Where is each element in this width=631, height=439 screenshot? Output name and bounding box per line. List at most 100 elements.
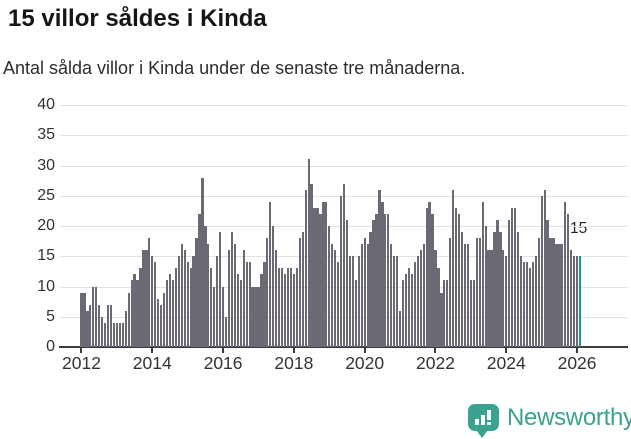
bar: [413, 262, 416, 347]
bar: [121, 322, 124, 347]
bar: [328, 226, 331, 347]
y-axis-tick-label: 35: [37, 126, 55, 144]
page-subtitle: Antal sålda villor i Kinda under de sena…: [3, 58, 466, 78]
bar: [481, 201, 484, 347]
bar: [154, 262, 157, 347]
bar: [499, 232, 502, 347]
x-axis-tick-label: 2022: [416, 353, 455, 373]
bar: [496, 219, 499, 347]
gridline: [60, 105, 627, 106]
bar: [555, 244, 558, 347]
bar: [319, 213, 322, 347]
bar: [575, 256, 579, 347]
bar: [171, 280, 175, 347]
bar: [160, 304, 163, 347]
bar: [519, 256, 523, 347]
x-axis-tick: [222, 348, 225, 353]
bar: [375, 213, 378, 347]
bar: [404, 274, 408, 347]
bar: [558, 244, 561, 347]
newsworthy-wordmark: Newsworthy: [507, 404, 631, 431]
y-axis-tick-label: 25: [37, 186, 55, 204]
bar: [92, 286, 95, 347]
x-axis-line: [59, 346, 628, 348]
bar: [407, 268, 411, 347]
bar: [157, 298, 160, 347]
x-axis-tick-label: 2026: [557, 353, 597, 373]
bar: [98, 304, 101, 347]
bar: [266, 238, 269, 347]
bar: [112, 322, 116, 347]
bar: [390, 244, 393, 347]
bar: [139, 268, 142, 347]
bar: [419, 250, 422, 347]
bar: [460, 232, 464, 347]
bar: [115, 322, 118, 347]
bar: [292, 274, 295, 347]
bar: [207, 244, 210, 347]
bar: [151, 256, 154, 347]
bar: [148, 238, 151, 347]
bar: [133, 274, 136, 347]
bar: [455, 207, 458, 347]
bar: [452, 189, 455, 347]
bar: [484, 226, 487, 347]
bar: [245, 262, 248, 347]
bar: [142, 250, 145, 347]
bar: [174, 268, 177, 347]
bar: [531, 262, 534, 347]
bar: [192, 256, 195, 347]
bar: [118, 322, 121, 347]
bar: [124, 310, 127, 347]
bar: [162, 292, 166, 347]
bar: [525, 262, 529, 347]
bar: [307, 159, 310, 347]
bar: [301, 232, 304, 347]
bar: [165, 280, 169, 347]
bar: [393, 256, 396, 347]
bar: [422, 244, 425, 347]
bar: [219, 232, 222, 347]
bar: [168, 274, 172, 347]
bar: [283, 274, 287, 347]
bar: [384, 213, 387, 347]
bar: [109, 304, 113, 347]
y-axis-tick-label: 30: [37, 156, 55, 174]
bar: [242, 250, 245, 347]
bar: [564, 201, 567, 347]
bar: [410, 274, 413, 347]
y-axis-tick-label: 5: [46, 307, 55, 325]
bar: [227, 250, 231, 347]
x-axis-tick-label: 2018: [274, 353, 314, 373]
x-axis-tick: [151, 348, 154, 353]
x-axis-tick-label: 2020: [345, 353, 385, 373]
bar: [198, 213, 201, 347]
bar: [289, 268, 293, 347]
bar: [251, 286, 254, 347]
bar: [522, 262, 526, 347]
bar: [543, 189, 546, 347]
bar: [552, 238, 555, 347]
x-axis-tick-label: 2024: [486, 353, 526, 373]
x-axis-tick: [434, 348, 437, 353]
bar: [339, 195, 343, 347]
bar: [257, 286, 260, 347]
bar: [325, 201, 328, 347]
bar: [86, 310, 89, 347]
bar: [567, 213, 570, 347]
bar: [449, 238, 452, 347]
bar: [248, 262, 251, 347]
x-axis-tick: [505, 348, 508, 353]
bar: [372, 219, 375, 347]
newsworthy-badge-bar-chart-icon: [468, 404, 499, 438]
bar: [275, 250, 278, 347]
bar: [398, 310, 402, 347]
bar: [145, 250, 148, 347]
bar: [186, 262, 189, 347]
bar: [313, 207, 316, 347]
bar: [304, 189, 307, 347]
bar: [369, 232, 372, 347]
newsworthy-logo[interactable]: Newsworthy: [468, 404, 631, 438]
